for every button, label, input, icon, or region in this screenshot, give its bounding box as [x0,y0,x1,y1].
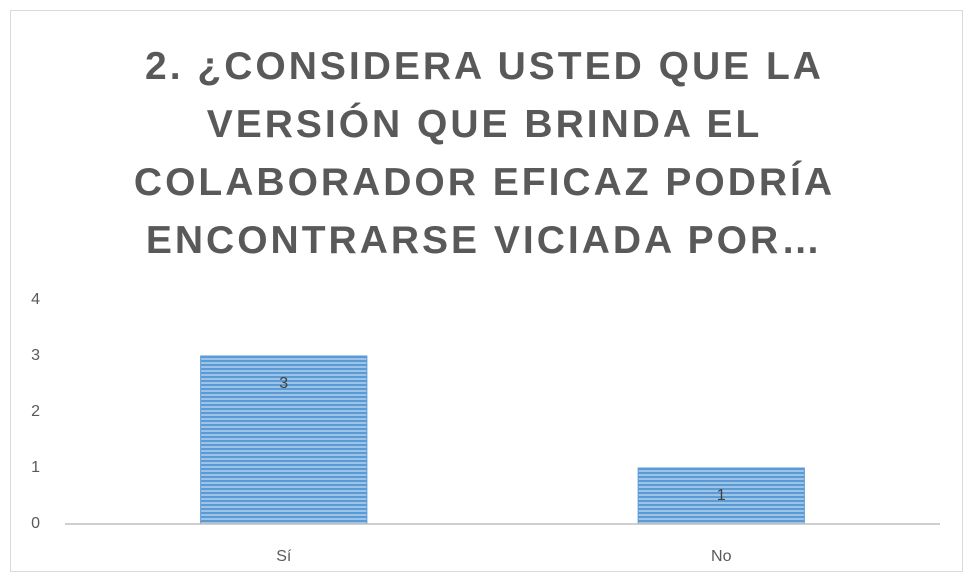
x-tick-label: No [711,548,732,565]
y-tick-label: 3 [31,347,40,364]
data-label: 3 [279,375,288,392]
data-label: 1 [717,487,726,504]
chart-title: 2. ¿CONSIDERA USTED QUE LA VERSIÓN QUE B… [133,45,836,262]
y-tick-label: 2 [31,403,40,420]
y-tick-label: 0 [31,515,40,532]
bar [637,467,805,525]
y-tick-label: 4 [31,291,40,308]
x-tick-label: Sí [276,548,292,565]
y-tick-label: 1 [31,459,40,476]
bar [200,355,368,525]
